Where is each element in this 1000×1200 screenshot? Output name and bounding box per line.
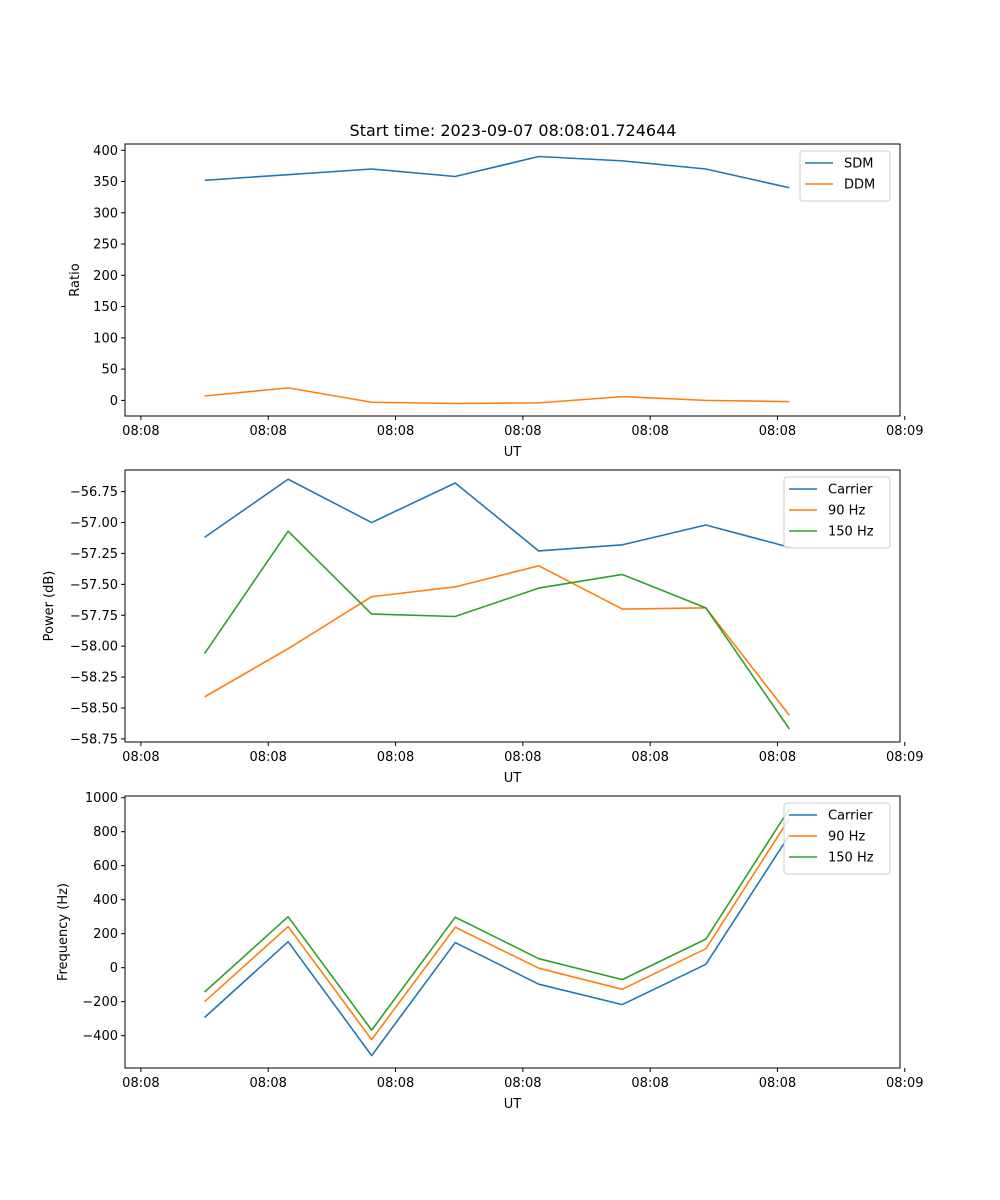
plot-frame bbox=[124, 143, 901, 417]
y-tick-label: 400 bbox=[93, 144, 118, 159]
y-tick-label: −58.75 bbox=[70, 732, 118, 747]
x-axis-label: UT bbox=[504, 1097, 522, 1112]
x-tick-label: 08:08 bbox=[504, 750, 541, 765]
x-tick-label: 08:08 bbox=[377, 1076, 414, 1091]
legend-label: 150 Hz bbox=[828, 851, 874, 866]
y-tick-label: −58.50 bbox=[70, 702, 118, 717]
x-axis-label: UT bbox=[504, 445, 522, 460]
y-axis-label: Power (dB) bbox=[42, 571, 57, 642]
y-tick-label: −400 bbox=[82, 1029, 118, 1044]
subplots-container: 08:08 08:08 08:08 08:08 08:08 08:08 08:09 0 50 10… bbox=[42, 143, 924, 1112]
y-tick-label: 100 bbox=[93, 331, 118, 346]
x-tick-label: 08:09 bbox=[886, 1076, 923, 1091]
y-tick-label: 300 bbox=[93, 206, 118, 221]
plot-frame bbox=[124, 795, 901, 1069]
x-tick-label: 08:08 bbox=[759, 424, 796, 439]
x-tick-label: 08:08 bbox=[249, 750, 286, 765]
x-tick-label: 08:08 bbox=[122, 424, 159, 439]
legend-label: Carrier bbox=[828, 483, 873, 498]
y-tick-label: −57.00 bbox=[70, 516, 118, 531]
x-tick-label: 08:08 bbox=[504, 1076, 541, 1091]
x-tick-label: 08:08 bbox=[122, 1076, 159, 1091]
legend: SDM DDM bbox=[799, 150, 891, 202]
subplot-1: 08:08 08:08 08:08 08:08 08:08 08:08 08:09 0 50 10… bbox=[68, 143, 924, 460]
y-tick-label: −58.25 bbox=[70, 671, 118, 686]
y-tick-label: 800 bbox=[93, 825, 118, 840]
series-line-carrier bbox=[204, 478, 790, 552]
legend-label: 90 Hz bbox=[828, 830, 865, 845]
x-tick-label: 08:08 bbox=[504, 424, 541, 439]
y-tick-label: −57.25 bbox=[70, 547, 118, 562]
x-tick-label: 08:08 bbox=[249, 424, 286, 439]
figure-title: Start time: 2023-09-07 08:08:01.724644 bbox=[350, 121, 677, 140]
x-tick-label: 08:08 bbox=[377, 424, 414, 439]
y-tick-label: 250 bbox=[93, 238, 118, 253]
legend-label: Carrier bbox=[828, 809, 873, 824]
legend-label: SDM bbox=[844, 157, 873, 172]
x-tick-label: 08:08 bbox=[759, 1076, 796, 1091]
plot-frame bbox=[124, 469, 901, 743]
legend-label: 150 Hz bbox=[828, 525, 874, 540]
x-tick-label: 08:08 bbox=[122, 750, 159, 765]
x-axis-label: UT bbox=[504, 771, 522, 786]
x-tick-label: 08:08 bbox=[249, 1076, 286, 1091]
x-tick-label: 08:08 bbox=[631, 424, 668, 439]
y-tick-label: −57.50 bbox=[70, 578, 118, 593]
y-axis-label: Frequency (Hz) bbox=[56, 883, 71, 981]
series-line-90-hz bbox=[204, 818, 791, 1041]
legend-label: 90 Hz bbox=[828, 504, 865, 519]
y-tick-label: 1000 bbox=[85, 791, 118, 806]
series-line-150-hz bbox=[203, 530, 791, 730]
y-tick-label: 600 bbox=[93, 859, 118, 874]
y-tick-label: 50 bbox=[101, 363, 118, 378]
series-line-90-hz bbox=[204, 565, 791, 716]
subplot-3: 08:08 08:08 08:08 08:08 08:08 08:08 08:09 −400 −… bbox=[56, 791, 924, 1112]
series-line-ddm bbox=[204, 387, 790, 405]
x-tick-label: 08:09 bbox=[886, 750, 923, 765]
y-tick-label: −57.75 bbox=[70, 609, 118, 624]
series-line-carrier bbox=[204, 834, 791, 1057]
y-tick-label: 200 bbox=[93, 927, 118, 942]
series-line-150-hz bbox=[204, 808, 791, 1031]
series-line-sdm bbox=[204, 155, 790, 189]
x-tick-label: 08:08 bbox=[759, 750, 796, 765]
y-tick-label: 350 bbox=[93, 175, 118, 190]
y-axis-label: Ratio bbox=[68, 263, 83, 296]
subplot-2: 08:08 08:08 08:08 08:08 08:08 08:08 08:09 −58.7… bbox=[42, 469, 924, 786]
legend: Carrier 90 Hz 150 Hz bbox=[783, 476, 891, 549]
y-tick-label: −58.00 bbox=[70, 640, 118, 655]
x-tick-label: 08:08 bbox=[631, 750, 668, 765]
y-tick-label: 200 bbox=[93, 269, 118, 284]
legend-label: DDM bbox=[844, 178, 875, 193]
legend: Carrier 90 Hz 150 Hz bbox=[783, 802, 891, 875]
y-tick-label: 0 bbox=[110, 394, 118, 409]
y-tick-label: −56.75 bbox=[70, 485, 118, 500]
y-tick-label: 0 bbox=[110, 961, 118, 976]
y-tick-label: −200 bbox=[82, 995, 118, 1010]
x-tick-label: 08:09 bbox=[886, 424, 923, 439]
y-tick-label: 150 bbox=[93, 300, 118, 315]
y-tick-label: 400 bbox=[93, 893, 118, 908]
x-tick-label: 08:08 bbox=[377, 750, 414, 765]
x-tick-label: 08:08 bbox=[631, 1076, 668, 1091]
